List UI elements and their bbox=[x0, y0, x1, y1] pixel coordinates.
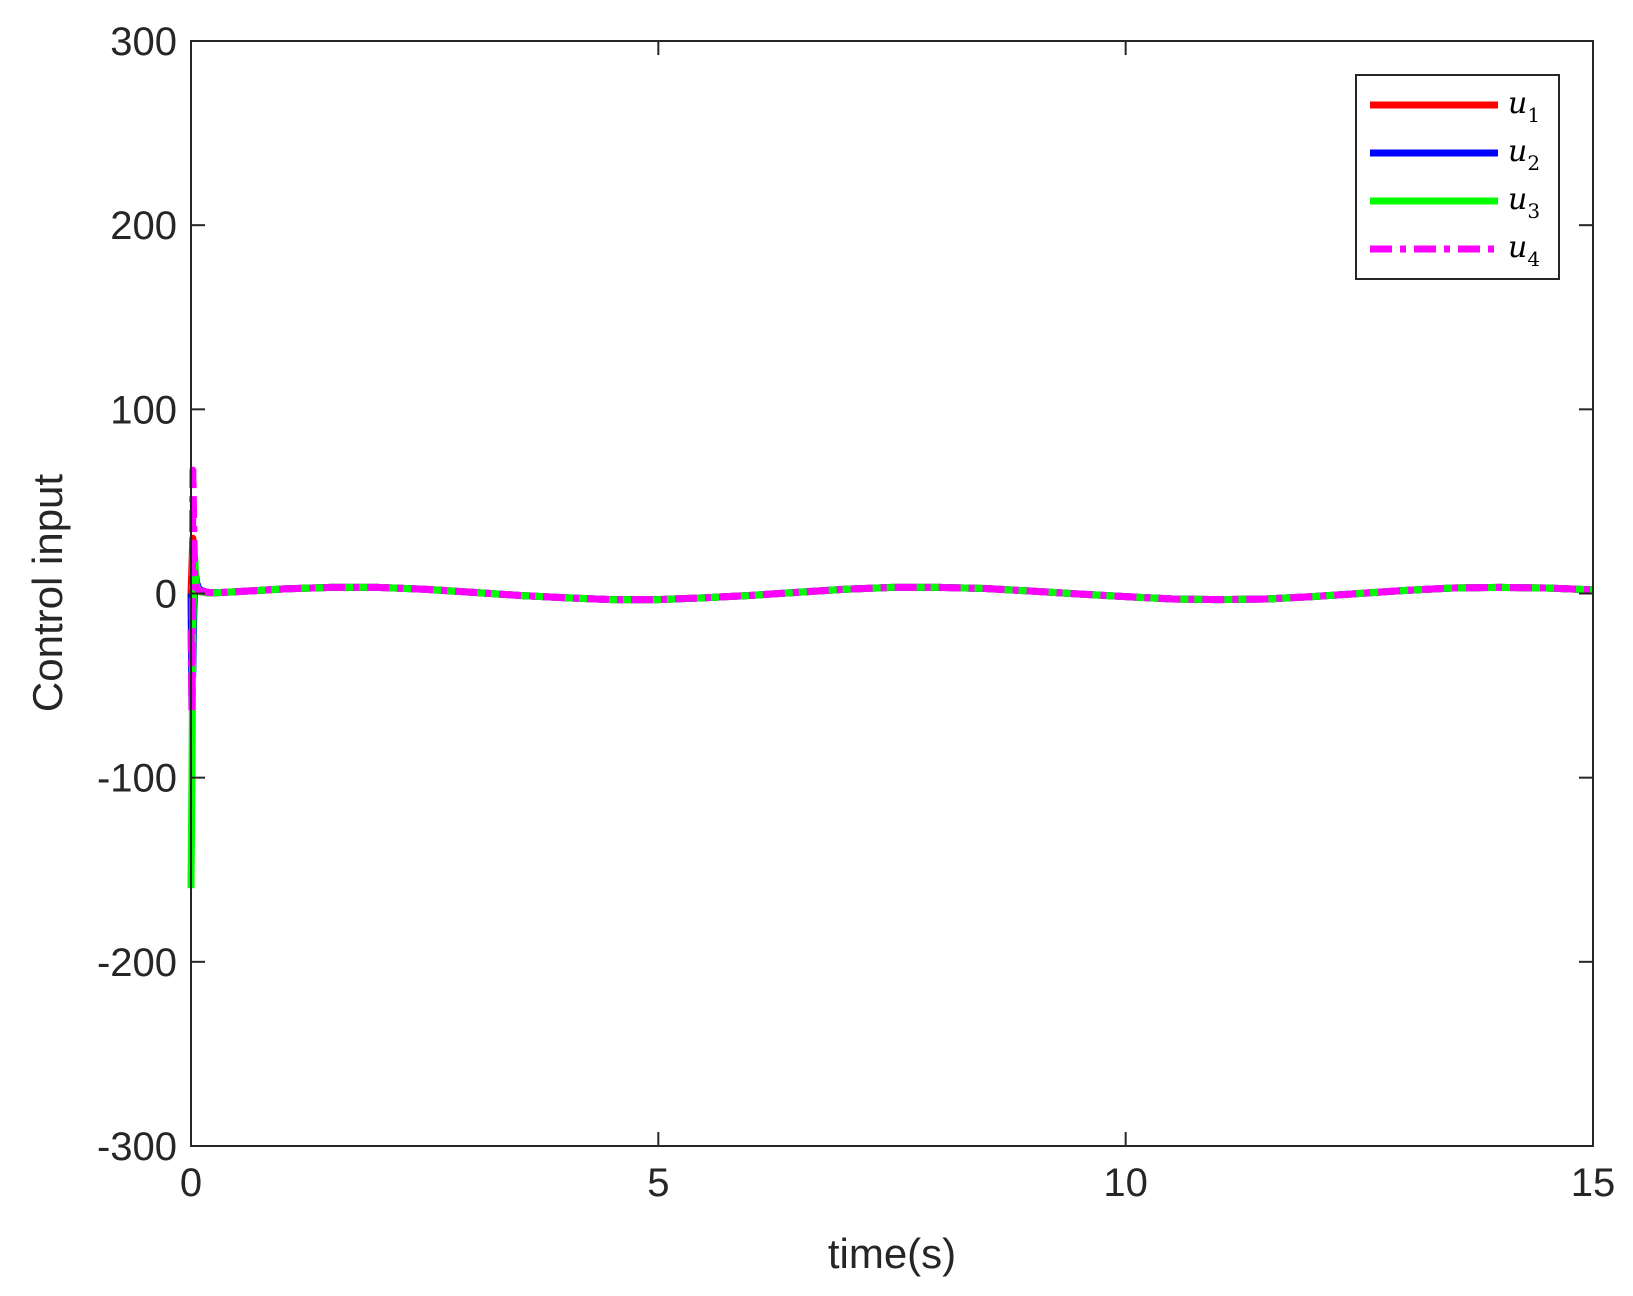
legend-subscript-u1: 1 bbox=[1527, 103, 1540, 127]
ticks-layer: 0 5 10 15 -300 -200 -100 0 100 200 300 bbox=[97, 20, 1615, 1205]
legend-subscript-u4: 4 bbox=[1527, 247, 1540, 271]
x-axis-label: time(s) bbox=[828, 1230, 956, 1277]
y-tick-label: -200 bbox=[97, 941, 177, 985]
y-axis-label: Control input bbox=[24, 474, 71, 712]
legend-box bbox=[1355, 74, 1560, 280]
y-tick-label: -100 bbox=[97, 757, 177, 801]
legend-subscript-u3: 3 bbox=[1527, 199, 1540, 223]
y-tick-label: 300 bbox=[110, 20, 177, 64]
series-line-u4 bbox=[187, 466, 1594, 717]
x-tick-label: 0 bbox=[180, 1161, 202, 1205]
x-tick-label: 15 bbox=[1571, 1161, 1616, 1205]
y-tick-label: 0 bbox=[155, 573, 177, 617]
y-tick-label: 100 bbox=[110, 388, 177, 432]
x-tick-label: 10 bbox=[1103, 1161, 1148, 1205]
y-tick-label: 200 bbox=[110, 204, 177, 248]
y-tick-label: -300 bbox=[97, 1125, 177, 1169]
legend-subscript-u2: 2 bbox=[1527, 151, 1540, 175]
x-tick-label: 5 bbox=[647, 1161, 669, 1205]
series-layer bbox=[187, 466, 1594, 889]
